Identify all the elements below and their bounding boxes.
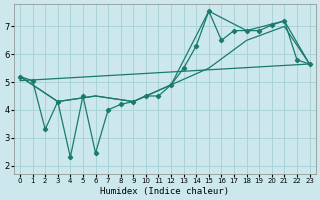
- X-axis label: Humidex (Indice chaleur): Humidex (Indice chaleur): [100, 187, 229, 196]
